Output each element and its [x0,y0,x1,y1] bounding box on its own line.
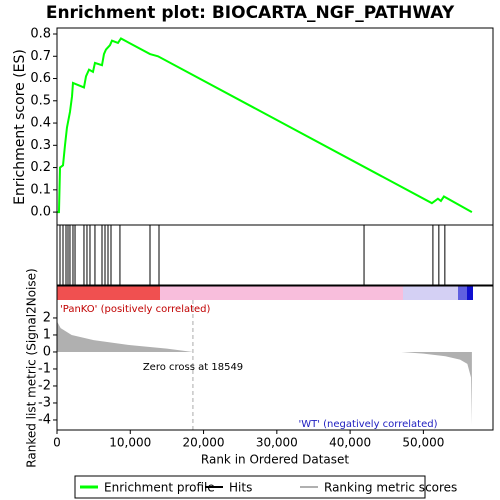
y-tick-label: 0.3 [30,138,51,153]
y-tick-label: 0.4 [30,116,51,131]
panel-frame [56,27,494,226]
chart-title: Enrichment plot: BIOCARTA_NGF_PATHWAY [46,3,455,23]
y-tick-label: 0.0 [30,205,51,220]
y-tick-label: 1 [43,327,51,342]
x-tick-label: 40,000 [329,436,371,450]
colorbar-blue [458,286,467,300]
x-tick-label: 30,000 [256,436,298,450]
colorbar-lavender [403,286,458,300]
y-tick-label: -2 [38,378,51,393]
x-tick-label: 20,000 [183,436,225,450]
y-tick-label: -4 [38,412,51,427]
annotation: Zero cross at 18549 [143,362,243,373]
enrichment-line [57,37,473,214]
x-tick-label: 0 [53,436,61,450]
y-tick-label: 0.6 [30,71,51,86]
metric-area [57,321,472,426]
colorbar [57,286,473,300]
y-tick-label: 0.2 [30,160,51,175]
panel-frame [56,224,494,286]
legend-label: Ranking metric scores [324,481,457,495]
legend-label: Hits [229,481,252,495]
colorbar-red [57,286,160,300]
y-tick-label: 2 [43,310,51,325]
legend-box [74,475,426,499]
annotation: 'PanKO' (positively correlated) [60,304,211,315]
colorbar-darkblue [467,286,473,300]
y-tick-label: 0.5 [30,93,51,108]
y-axis-label: Enrichment score (ES) [12,49,28,205]
y-tick-label: 0.1 [30,182,51,197]
y-tick-label: -3 [38,395,51,410]
x-tick-label: 10,000 [109,436,151,450]
y-tick-label: 0.8 [30,27,51,42]
x-tick-label: 50,000 [402,436,444,450]
annotation: 'WT' (negatively correlated) [298,419,437,430]
y-tick-label: 0.7 [30,49,51,64]
y-tick-label: 0 [43,344,51,359]
panel-frame [56,285,494,431]
x-axis-label: Rank in Ordered Dataset [201,453,349,467]
y-axis-label: Ranked list metric (Signal2Noise) [25,268,39,467]
colorbar-pink [160,286,403,300]
y-tick-label: -1 [38,361,51,376]
legend-label: Enrichment profile [104,481,215,495]
